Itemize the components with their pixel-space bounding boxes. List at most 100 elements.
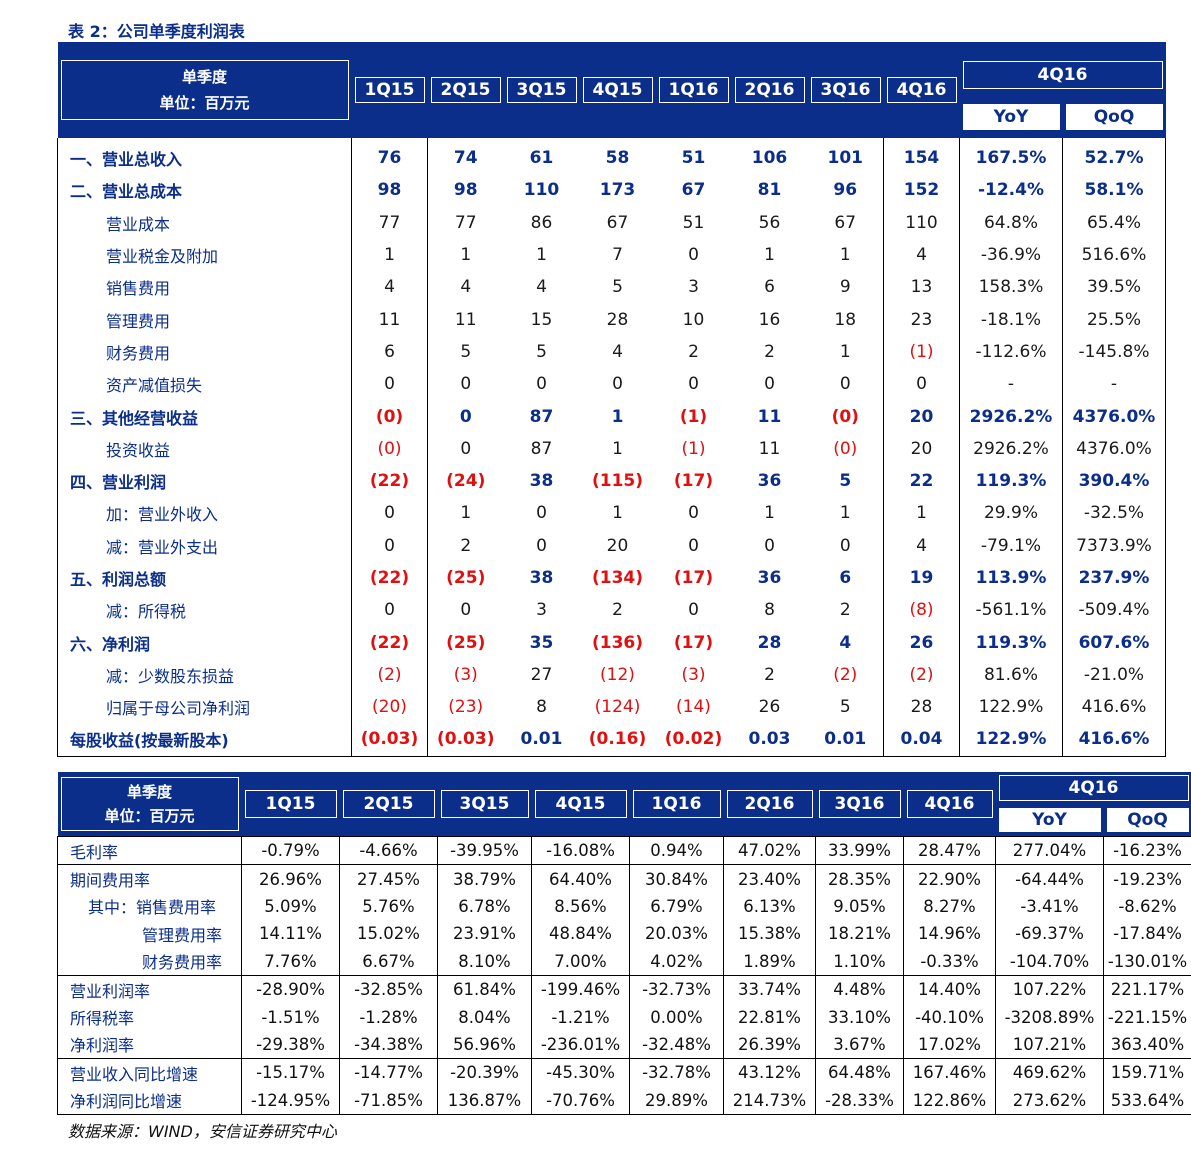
cell-value: 28.35% — [815, 864, 904, 893]
cell-value: 0 — [460, 438, 472, 459]
cell-value: (3) — [681, 664, 706, 685]
cell-value: 30.84% — [629, 864, 724, 893]
cell-value: 13 — [883, 271, 960, 304]
table-row: 所得税率 -1.51% -1.28% 8.04% -1.21% 0.00% 22.81% 33… — [57, 1003, 1191, 1031]
cell-value: -45.30% — [531, 1058, 630, 1087]
row-label: 资产减值损失 — [57, 368, 352, 401]
header-quarter: 3Q16 — [815, 772, 904, 837]
cell-value: 87 — [530, 438, 553, 459]
cell-value: 0 — [764, 535, 775, 556]
row-label: 净利润率 — [57, 1030, 242, 1059]
quarterly-ratio-table: 单季度 单位：百万元 1Q15 2Q15 3Q15 4Q15 1Q16 2Q16… — [57, 772, 1191, 1115]
cell-value: -70.76% — [531, 1086, 630, 1115]
cell-value: 4 — [883, 238, 960, 272]
table-caption: 表 2：公司单季度利润表 — [68, 22, 245, 41]
cell-value: 0 — [612, 374, 623, 395]
cell-value: 0 — [351, 594, 428, 627]
cell-value: 43.12% — [723, 1058, 816, 1087]
cell-value: 122.86% — [903, 1086, 996, 1115]
cell-qoq: -130.01% — [1103, 947, 1191, 976]
cell-yoy: -12.4% — [977, 180, 1045, 201]
cell-value: 9.05% — [815, 892, 904, 921]
cell-value: 1 — [612, 503, 623, 524]
cell-value: 98 — [351, 174, 428, 207]
cell-yoy: - — [1007, 374, 1015, 395]
cell-value: (1) — [681, 438, 706, 459]
cell-value: 56.96% — [437, 1030, 532, 1059]
header-unit-cell: 单季度 单位：百万元 — [57, 42, 352, 138]
row-label: 财务费用率 — [57, 947, 242, 976]
cell-value: -15.17% — [241, 1058, 340, 1087]
row-label: 四、营业利润 — [57, 464, 352, 498]
cell-value: -32.85% — [339, 974, 438, 1004]
cell-value: 15.38% — [723, 920, 816, 948]
cell-yoy: 469.62% — [995, 1058, 1104, 1087]
cell-yoy: -79.1% — [980, 535, 1042, 556]
cell-value: 110 — [523, 180, 560, 201]
cell-value: 167.46% — [903, 1058, 996, 1087]
table-row: 期间费用率 26.96% 27.45% 38.79% 64.40% 30.84% 23.40… — [57, 864, 1191, 893]
cell-value: 1.89% — [723, 947, 816, 976]
cell-value: 6 — [351, 335, 428, 369]
cell-value: 1 — [839, 245, 851, 266]
cell-qoq: -16.23% — [1103, 835, 1191, 865]
cell-value: 4 — [612, 341, 623, 362]
header-quarter: 4Q16 — [883, 42, 960, 138]
cell-value: 14.40% — [903, 974, 996, 1004]
cell-qoq: 65.4% — [1062, 206, 1166, 239]
cell-value: 2 — [764, 341, 775, 362]
cell-value: 28 — [757, 632, 782, 653]
cell-value: -199.46% — [531, 974, 630, 1004]
cell-value: 29.89% — [629, 1086, 724, 1115]
cell-value: 7.76% — [241, 947, 340, 976]
cell-value: 35 — [529, 632, 554, 653]
cell-value: (17) — [673, 568, 714, 588]
cell-yoy: 277.04% — [995, 835, 1104, 865]
cell-value: 64.48% — [815, 1058, 904, 1087]
cell-value: 0 — [459, 406, 472, 427]
cell-value: 106 — [751, 148, 788, 169]
cell-value: 15 — [530, 309, 553, 330]
cell-value: -0.33% — [903, 947, 996, 976]
cell-yoy: -64.44% — [995, 864, 1104, 893]
row-label: 六、净利润 — [57, 626, 352, 659]
cell-value: 22.90% — [903, 864, 996, 893]
cell-value: 16 — [758, 309, 781, 330]
cell-value: 0 — [688, 503, 699, 524]
cell-value: 38 — [529, 471, 554, 492]
header-quarter: 3Q15 — [437, 772, 532, 837]
cell-yoy: 158.3% — [978, 277, 1044, 298]
table-row: 财务费用 6 5 5 4 2 2 1 (1) -112.6% -145.8% — [57, 335, 1166, 369]
cell-value: -34.38% — [339, 1030, 438, 1059]
row-label: 投资收益 — [57, 432, 352, 465]
cell-value: 5 — [839, 471, 852, 492]
cell-value: 81 — [757, 180, 782, 201]
cell-value: 1 — [612, 438, 623, 459]
cell-value: (20) — [351, 691, 428, 724]
cell-value: 1 — [460, 503, 472, 524]
cell-value: 5 — [460, 341, 472, 362]
cell-value: (0) — [833, 438, 858, 459]
cell-value: 214.73% — [723, 1086, 816, 1115]
cell-value: -4.66% — [339, 835, 438, 865]
cell-value: 6 — [764, 277, 775, 298]
cell-yoy: 64.8% — [983, 212, 1038, 233]
cell-value: 36 — [757, 568, 782, 588]
cell-value: -71.85% — [339, 1086, 438, 1115]
row-label: 所得税率 — [57, 1003, 242, 1031]
cell-value: 1 — [460, 245, 472, 266]
table-row: 净利润率 -29.38% -34.38% 56.96% -236.01% -32.48% 2… — [57, 1030, 1191, 1059]
cell-value: 26.96% — [241, 864, 340, 893]
cell-value: -124.95% — [241, 1086, 340, 1115]
cell-value: 22 — [883, 464, 960, 498]
cell-value: -236.01% — [531, 1030, 630, 1059]
cell-yoy: 81.6% — [983, 664, 1038, 685]
cell-value: 4.02% — [629, 947, 724, 976]
table-row: 减：所得税 0 0 3 2 0 8 2 (8) -561.1% -509.4% — [57, 594, 1166, 627]
cell-value: 11 — [758, 438, 781, 459]
cell-value: 33.74% — [723, 974, 816, 1004]
cell-value: 51 — [682, 212, 705, 233]
cell-value: 20 — [606, 535, 629, 556]
header-quarter: 3Q15 — [503, 42, 580, 138]
cell-value: 5.09% — [241, 892, 340, 921]
